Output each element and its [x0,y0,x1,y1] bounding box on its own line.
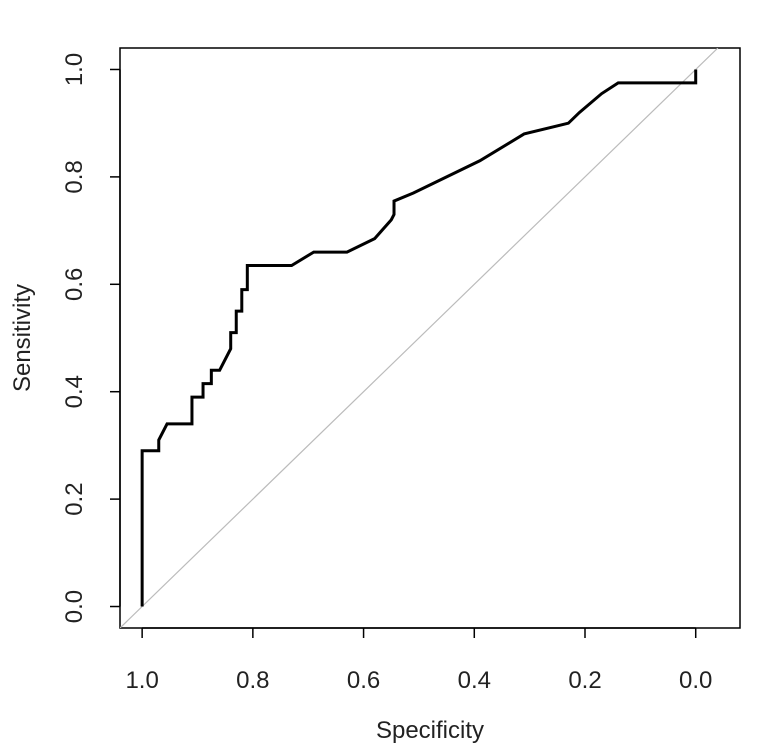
x-tick-label: 1.0 [125,667,158,694]
x-tick-label: 0.2 [568,667,601,694]
x-axis: 1.0 0.8 0.6 0.4 0.2 0.0 [125,627,712,694]
x-tick-label: 0.8 [236,667,269,694]
roc-curve-line [140,69,698,607]
x-axis-title: Specificity [376,717,484,744]
y-axis-title: Sensitivity [9,284,36,392]
y-tick-label: 0.4 [61,375,88,408]
x-tick-label: 0.0 [679,667,712,694]
x-tick-label: 0.6 [347,667,380,694]
y-axis: 0.0 0.2 0.4 0.6 0.8 1.0 [61,53,121,623]
reference-diagonal-line [120,48,719,628]
plot-frame [119,47,741,629]
series-layer [120,48,719,628]
x-tick-label: 0.4 [458,667,491,694]
y-tick-label: 0.2 [61,482,88,515]
y-tick-label: 0.0 [61,590,88,623]
y-tick-label: 0.6 [61,268,88,301]
y-tick-label: 1.0 [61,53,88,86]
y-tick-label: 0.8 [61,160,88,193]
